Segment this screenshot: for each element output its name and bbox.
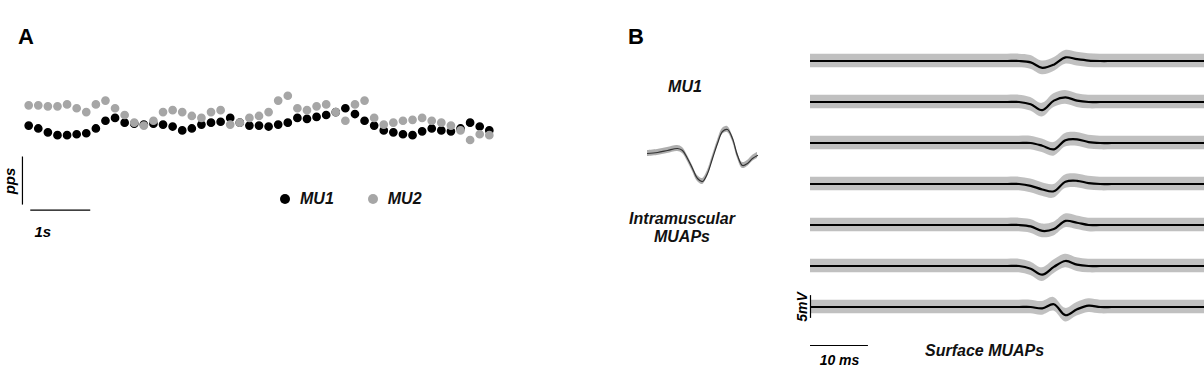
svg-text:1s: 1s [34,223,51,240]
html-text:MU1: MU1 [300,190,334,207]
svg-text:5mV: 5mV [794,291,810,322]
html-text:Surface MUAPs: Surface MUAPs [925,342,1045,359]
html-text:MU2: MU2 [387,190,422,207]
svg-text:pps: pps [1,168,18,196]
svg-text:10 ms: 10 ms [820,352,860,368]
html-text:Intramuscular MUAPs: Intramuscular MUAPs [629,210,735,245]
html-text:MU1: MU1 [668,78,702,95]
html-text:B: B [628,24,644,49]
html-text:A: A [18,24,34,49]
